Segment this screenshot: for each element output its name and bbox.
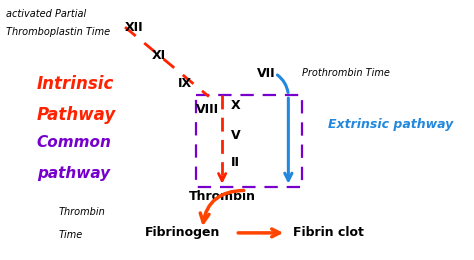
Text: IX: IX: [178, 77, 192, 90]
Text: X: X: [230, 99, 240, 112]
Text: Pathway: Pathway: [36, 106, 116, 123]
Text: XII: XII: [125, 21, 144, 34]
Text: Prothrombin Time: Prothrombin Time: [301, 68, 390, 79]
Text: Intrinsic: Intrinsic: [36, 75, 114, 93]
Text: Thromboplastin Time: Thromboplastin Time: [6, 27, 110, 37]
Text: VIII: VIII: [196, 103, 219, 116]
Text: VII: VII: [257, 67, 275, 80]
Text: Fibrinogen: Fibrinogen: [145, 226, 220, 239]
Text: V: V: [230, 129, 240, 142]
Text: Fibrin clot: Fibrin clot: [293, 226, 364, 239]
Text: Common: Common: [36, 135, 111, 150]
Text: Thrombin: Thrombin: [59, 207, 106, 217]
Text: activated Partial: activated Partial: [6, 9, 86, 20]
Text: Extrinsic pathway: Extrinsic pathway: [328, 118, 453, 131]
Text: pathway: pathway: [36, 166, 110, 181]
Text: Time: Time: [59, 230, 83, 241]
Text: Thrombin: Thrombin: [189, 190, 255, 203]
Text: XI: XI: [152, 49, 165, 62]
Text: II: II: [231, 156, 240, 169]
